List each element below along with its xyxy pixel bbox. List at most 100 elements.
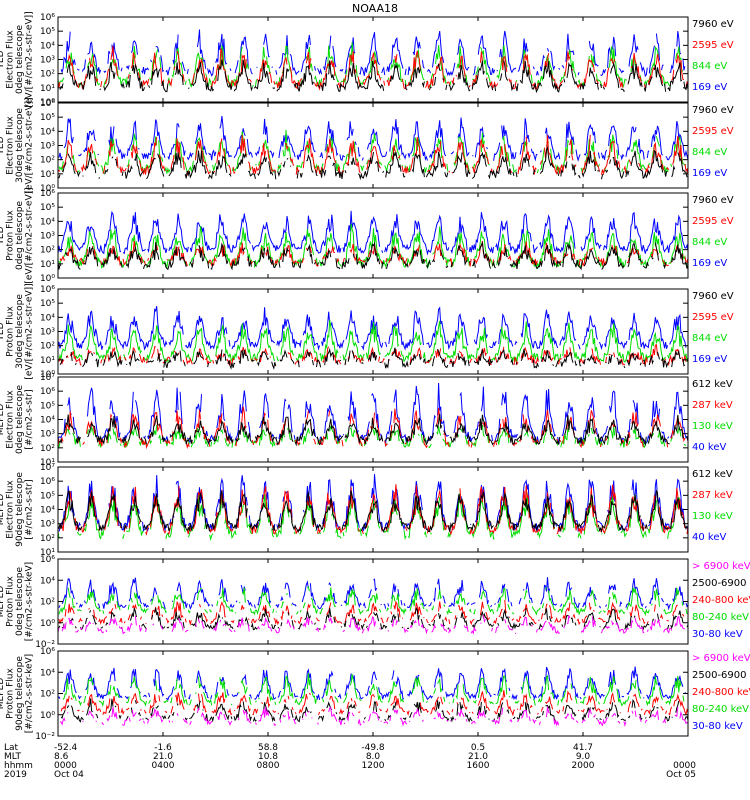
y-axis-label-line: MEPED	[0, 678, 6, 710]
x-tick-label: 8.6	[54, 752, 69, 762]
row-label: 2019	[4, 770, 27, 780]
y-axis-label-line: 90deg telescope	[15, 656, 25, 731]
legend-entry: 7960 eV	[692, 291, 734, 302]
x-tick-label: 0800	[257, 761, 280, 771]
y-tick-label: 10⁶	[40, 555, 55, 565]
x-tick-label: 41.7	[573, 743, 593, 753]
x-tick-label: 58.8	[258, 743, 278, 753]
y-tick-label: 10⁴	[40, 217, 55, 227]
y-tick-label: 10⁰	[40, 274, 55, 284]
legend-entry: 240-800 keV	[692, 687, 750, 698]
legend-entry: 2595 eV	[692, 312, 734, 323]
y-tick-label: 10¹	[40, 260, 55, 270]
legend-entry: > 6900 keV	[692, 561, 750, 572]
y-axis-label-line: 30deg telescope	[15, 108, 25, 183]
legend-entry: 40 keV	[692, 532, 726, 543]
y-axis-label-line: 30deg telescope	[15, 294, 25, 369]
x-tick-label: 8.0	[366, 752, 381, 762]
x-tick-label: -52.4	[54, 743, 78, 753]
y-tick-label: 10⁵	[40, 203, 55, 213]
panel-1: 10⁰ 10¹ 10² 10³ 10⁴ 10⁵ 10⁶ TED Electron Flux 0de…	[0, 11, 734, 108]
row-label: Lat	[4, 743, 19, 753]
y-axis-label-line: MEPED	[0, 494, 6, 526]
y-tick-label: 10²	[40, 70, 55, 80]
x-tick-label: Oct 05	[666, 770, 696, 780]
y-axis-label-line: TED	[0, 322, 6, 341]
legend-entry: 30-80 keV	[692, 721, 743, 732]
y-tick-label: 10⁰	[40, 370, 55, 380]
y-axis-label-line: 0deg telescope	[15, 567, 25, 637]
legend-entry: 2595 eV	[692, 126, 734, 137]
series-line-2500-6900	[60, 698, 688, 723]
y-axis-label: MEPED Electron Flux 0deg telescope [#/cm2-s…	[0, 385, 35, 455]
y-axis-label-line: Electron Flux	[6, 480, 16, 539]
y-axis-label-line: Electron Flux	[6, 116, 16, 175]
y-tick-label: 10⁶	[40, 387, 55, 397]
panel-2-series	[58, 115, 688, 181]
legend-entry: 7960 eV	[692, 195, 734, 206]
panel-7-series	[58, 577, 688, 633]
y-axis-label-line: 0deg telescope	[15, 385, 25, 455]
legend-entry: 240-800 keV	[692, 595, 750, 606]
x-tick-label: 0000	[673, 761, 696, 771]
x-tick-label: -49.8	[361, 743, 385, 753]
x-tick-label: 0400	[152, 761, 175, 771]
y-tick-label: 10²	[40, 690, 55, 700]
y-axis-label-line: 0deg telescope	[15, 25, 25, 95]
y-axis-label-line: MEPED	[0, 404, 6, 436]
legend-entry: 40 keV	[692, 442, 726, 453]
y-tick-label: 10³	[40, 430, 55, 440]
x-tick-label: 0000	[54, 761, 77, 771]
y-tick-label: 10⁴	[40, 313, 55, 323]
y-tick-label: 10³	[40, 142, 55, 152]
y-axis-label: TED Electron Flux 0deg telescope [eV/[#/cm2…	[0, 11, 35, 107]
series-line-612-kev	[58, 414, 688, 447]
y-axis-label-line: Electron Flux	[6, 30, 16, 89]
y-tick-label: 10⁶	[40, 647, 55, 657]
y-tick-label: 10⁶	[40, 189, 55, 199]
y-tick-label: 10²	[40, 534, 55, 544]
legend-entry: 169 eV	[692, 168, 727, 179]
y-axis-label-line: [#/cm2-s-str-keV]	[25, 654, 35, 733]
y-tick-label: 10²	[40, 246, 55, 256]
legend-entry: 7960 eV	[692, 105, 734, 116]
y-tick-label: 10⁰	[40, 619, 55, 629]
y-tick-label: 10⁶	[40, 99, 55, 109]
series-line-2595-ev	[58, 134, 688, 176]
y-tick-label: 10⁻²	[35, 732, 55, 742]
y-axis-label-line: TED	[0, 136, 6, 155]
legend-entry: 287 keV	[692, 490, 733, 501]
series-line-7960-ev	[58, 241, 688, 271]
y-axis-label-line: Proton Flux	[6, 306, 16, 357]
y-tick-label: 10⁵	[40, 401, 55, 411]
panel-6: 10¹ 10² 10³ 10⁴ 10⁵ 10⁶ 10⁷ MEPED Electron Flux 9…	[0, 463, 733, 558]
legend-entry: 2500-6900	[692, 670, 747, 681]
x-tick-label: 2000	[572, 761, 595, 771]
panel-3: 10⁰ 10¹ 10² 10³ 10⁴ 10⁵ 10⁶ TED Proton Flux 0deg …	[0, 187, 734, 284]
y-axis-label-line: Electron Flux	[6, 390, 16, 449]
y-axis-label: TED Proton Flux 30deg telescope [eV/[#/cm2-…	[0, 283, 35, 379]
chart-title: NOAA18	[352, 2, 398, 15]
y-axis-label-line: [eV/[#/cm2-s-str-eV]]	[25, 11, 35, 107]
series-line-80-240-kev	[58, 585, 688, 617]
legend-entry: 7960 eV	[692, 19, 734, 30]
y-tick-label: 10⁴	[40, 41, 55, 51]
legend-entry: 80-240 keV	[692, 612, 749, 623]
y-axis-label: TED Electron Flux 30deg telescope [eV/[#/cm…	[0, 97, 35, 193]
legend-entry: 287 keV	[692, 400, 733, 411]
x-tick-label: 9.0	[576, 752, 591, 762]
x-tick-label: 1200	[362, 761, 385, 771]
y-axis-label-line: 0deg telescope	[15, 201, 25, 271]
legend-entry: 169 eV	[692, 258, 727, 269]
panel-frame	[57, 650, 689, 737]
y-axis-label-line: [eV/[#/cm2-s-str-eV]]	[25, 97, 35, 193]
y-axis-label-line: 90deg telescope	[15, 472, 25, 547]
y-tick-label: 10⁴	[40, 668, 55, 678]
legend-entry: 2595 eV	[692, 216, 734, 227]
x-tick-label: 0.5	[471, 743, 485, 753]
y-tick-label: 10¹	[40, 84, 55, 94]
x-tick-label: -1.6	[154, 743, 172, 753]
